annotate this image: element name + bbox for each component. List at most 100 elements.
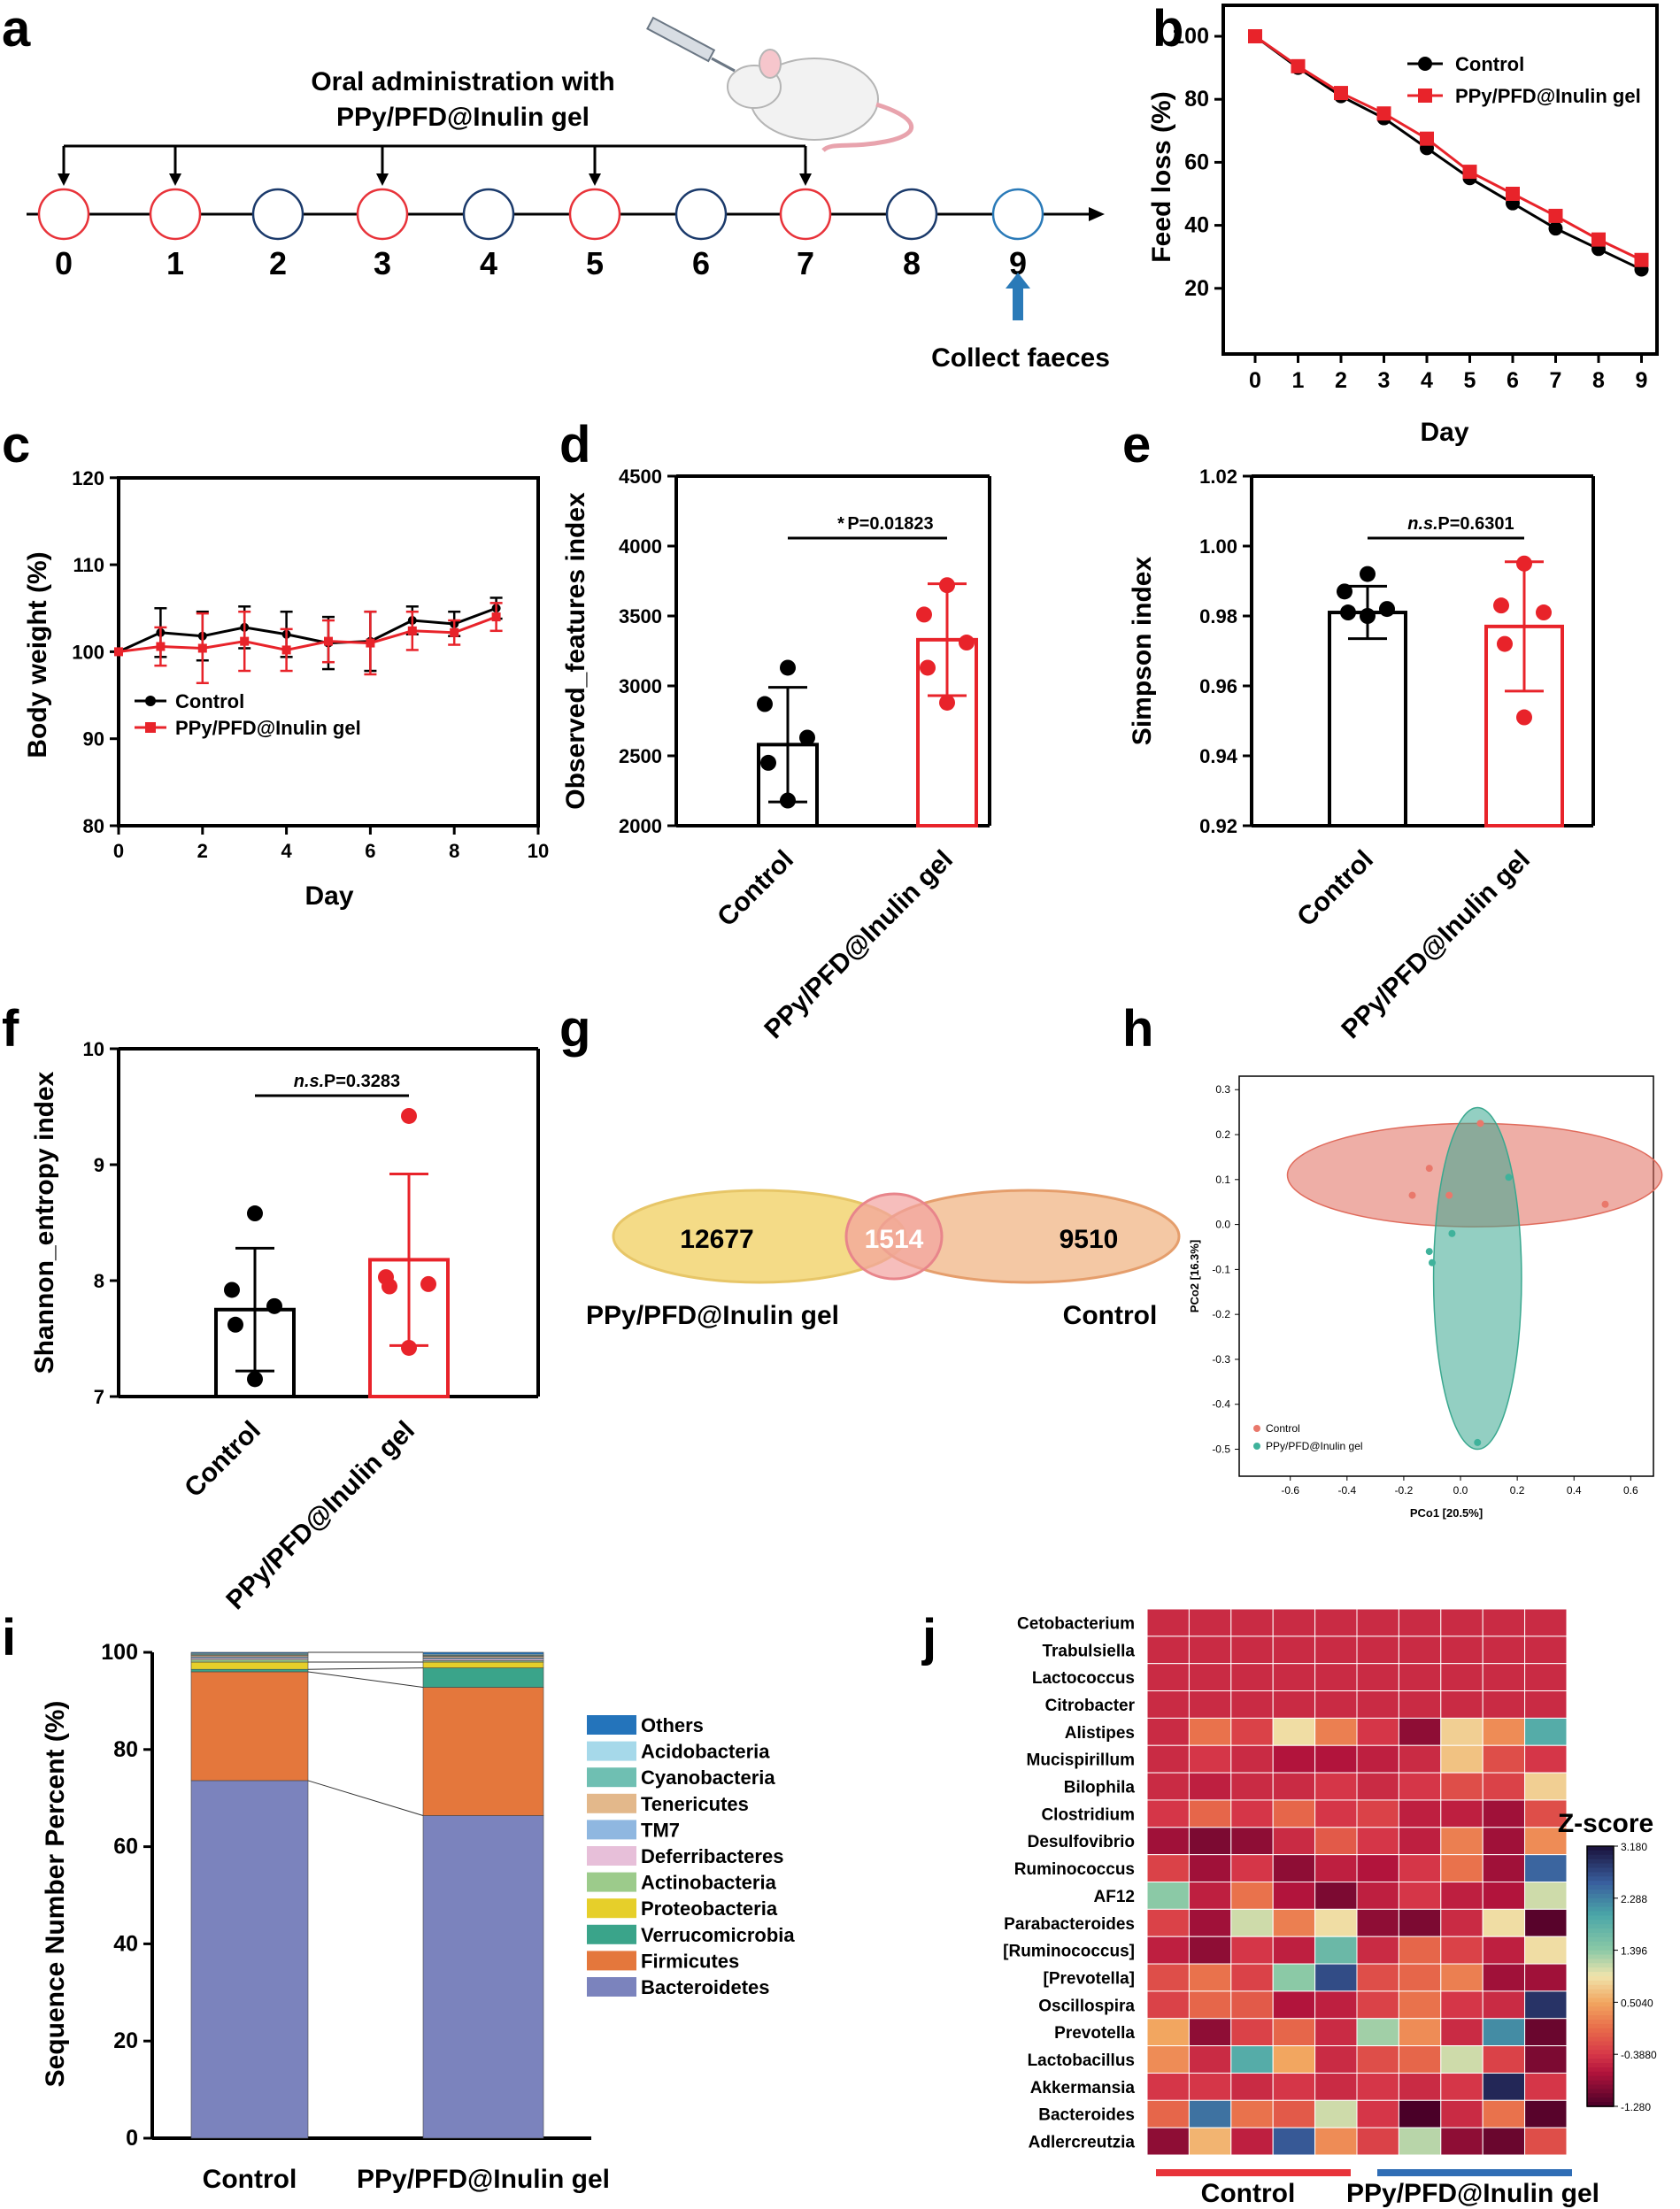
data-point-treat <box>156 642 166 651</box>
colorbar-step <box>1587 1854 1614 1860</box>
heatmap-cell <box>1272 1608 1316 1637</box>
data-point-treat <box>1376 106 1391 121</box>
heatmap-cell <box>1314 1854 1358 1882</box>
stack-segment-proteobacteria <box>422 1661 544 1668</box>
heatmap-cell <box>1524 1854 1568 1882</box>
data-point-treat <box>1591 232 1606 247</box>
data-point-treat <box>324 636 333 646</box>
legend-marker-control <box>1253 1425 1260 1432</box>
day-circle <box>462 188 515 241</box>
legend-label: TM7 <box>641 1819 680 1841</box>
heatmap-cell <box>1398 1772 1442 1801</box>
y-tick-label: 40 <box>1184 213 1209 238</box>
colorbar-step <box>1587 1906 1614 1913</box>
heatmap-row-label: Ruminococcus <box>1014 1860 1135 1879</box>
heatmap-cell <box>1314 2045 1358 2074</box>
heatmap-cell <box>1272 1908 1316 1937</box>
y-tick-label: 0.3 <box>1215 1083 1230 1096</box>
bar-control <box>1328 611 1407 827</box>
heatmap-cell <box>1524 1608 1568 1637</box>
heatmap-cell <box>1356 1799 1399 1828</box>
data-point <box>266 1297 282 1314</box>
y-tick-label: 80 <box>113 1737 138 1762</box>
heatmap-cell <box>1272 1663 1316 1692</box>
data-point-treat <box>366 638 375 648</box>
heatmap-cell <box>1398 1963 1442 1992</box>
heatmap-cell <box>1440 1717 1483 1746</box>
data-point-treat <box>1291 58 1306 73</box>
x-tick-label: 0.0 <box>1453 1484 1468 1497</box>
day-circle <box>779 188 832 241</box>
day-label: 9 <box>1009 245 1027 281</box>
heatmap-cell <box>1188 2099 1232 2128</box>
heatmap-cell <box>1314 1882 1358 1910</box>
heatmap-cell <box>1188 1744 1232 1774</box>
significance-mark: n.s. <box>294 1072 324 1091</box>
legend-label: Firmicutes <box>641 1950 739 1972</box>
legend-label-control: Control <box>175 690 244 712</box>
data-point-treat <box>491 612 501 622</box>
heatmap-cell <box>1440 2099 1483 2128</box>
y-tick-label: 10 <box>83 1038 104 1060</box>
legend-marker-control <box>145 696 156 706</box>
heatmap-cell <box>1440 2127 1483 2156</box>
legend-label: Tenericutes <box>641 1793 749 1815</box>
heatmap-cell <box>1440 1744 1483 1774</box>
legend-swatch <box>587 1820 636 1840</box>
panel-g-venn: 12677 1514 9510 PPy/PFD@Inulin gel Control <box>586 1189 1181 1330</box>
heatmap-cell <box>1230 1963 1274 1992</box>
data-point <box>780 659 796 676</box>
series-line-control <box>1254 35 1643 271</box>
stack-segment-actinobacteria <box>190 1659 309 1663</box>
venn-intersection <box>844 1192 944 1281</box>
venn-control-label: Control <box>1063 1301 1158 1330</box>
heatmap-row-label: [Ruminococcus] <box>1003 1943 1135 1961</box>
day-circle <box>885 188 938 241</box>
category-label: PPy/PFD@Inulin gel <box>357 2165 610 2194</box>
colorbar-step <box>1587 1872 1614 1878</box>
colorbar-step <box>1587 1963 1614 1968</box>
heatmap-cell <box>1146 1690 1190 1719</box>
heatmap-cell <box>1524 1799 1568 1828</box>
p-value: P=0.6301 <box>1437 514 1514 534</box>
heatmap-cell <box>1272 1717 1316 1746</box>
panel-label-a: a <box>2 0 31 58</box>
colorbar-step <box>1587 2015 1614 2020</box>
x-tick-label: 1 <box>1292 368 1305 393</box>
colorbar-title: Z-score <box>1558 1809 1653 1838</box>
heatmap-cell <box>1146 1717 1190 1746</box>
y-tick-label: 110 <box>73 554 105 576</box>
venn-treat-count: 12677 <box>680 1225 753 1254</box>
heatmap-cell <box>1188 1827 1232 1856</box>
data-point <box>1536 604 1552 621</box>
data-point <box>1445 1191 1453 1199</box>
heatmap-cell <box>1482 1608 1526 1637</box>
colorbar-step <box>1587 2023 1614 2029</box>
legend-label: Verrucomicrobia <box>641 1924 795 1946</box>
data-point-treat <box>1462 165 1477 180</box>
stack-segment-others <box>190 1651 309 1654</box>
heatmap-cell <box>1188 1608 1232 1637</box>
heatmap-row-label: Lactobacillus <box>1028 2051 1135 2070</box>
colorbar-step <box>1587 1941 1614 1947</box>
day-circle <box>37 188 90 241</box>
x-tick-label: 6 <box>1507 368 1519 393</box>
data-point-treat <box>1248 29 1262 43</box>
heatmap-cell <box>1188 1963 1232 1992</box>
heatmap-cell <box>1146 1744 1190 1774</box>
colorbar-step <box>1587 2071 1614 2077</box>
y-tick-label: 0.94 <box>1199 745 1238 767</box>
colorbar-tick-label: 2.288 <box>1621 1893 1647 1905</box>
heatmap-cell <box>1314 1936 1358 1965</box>
colorbar-step <box>1587 1954 1614 1960</box>
heatmap-cell <box>1356 1690 1399 1719</box>
x-tick-label: 7 <box>1550 368 1562 393</box>
legend-marker-treat <box>1418 89 1432 103</box>
heatmap-cell <box>1146 1882 1190 1910</box>
y-tick-label: 80 <box>1184 87 1209 112</box>
data-point-treat <box>407 626 417 635</box>
data-point <box>1425 1248 1433 1256</box>
heatmap-cell <box>1440 1990 1483 2020</box>
venn-treat-label: PPy/PFD@Inulin gel <box>586 1301 839 1330</box>
heatmap-cell <box>1356 1963 1399 1992</box>
